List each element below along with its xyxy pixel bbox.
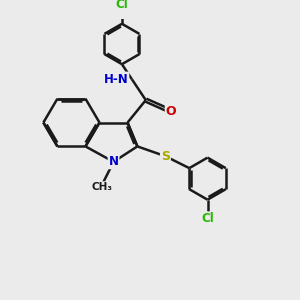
Text: H-N: H-N	[103, 73, 128, 85]
Text: Cl: Cl	[201, 212, 214, 225]
Text: CH₃: CH₃	[92, 182, 113, 192]
Text: O: O	[166, 105, 176, 118]
Text: N: N	[109, 155, 118, 168]
Text: Cl: Cl	[116, 0, 128, 11]
Text: S: S	[161, 150, 170, 163]
